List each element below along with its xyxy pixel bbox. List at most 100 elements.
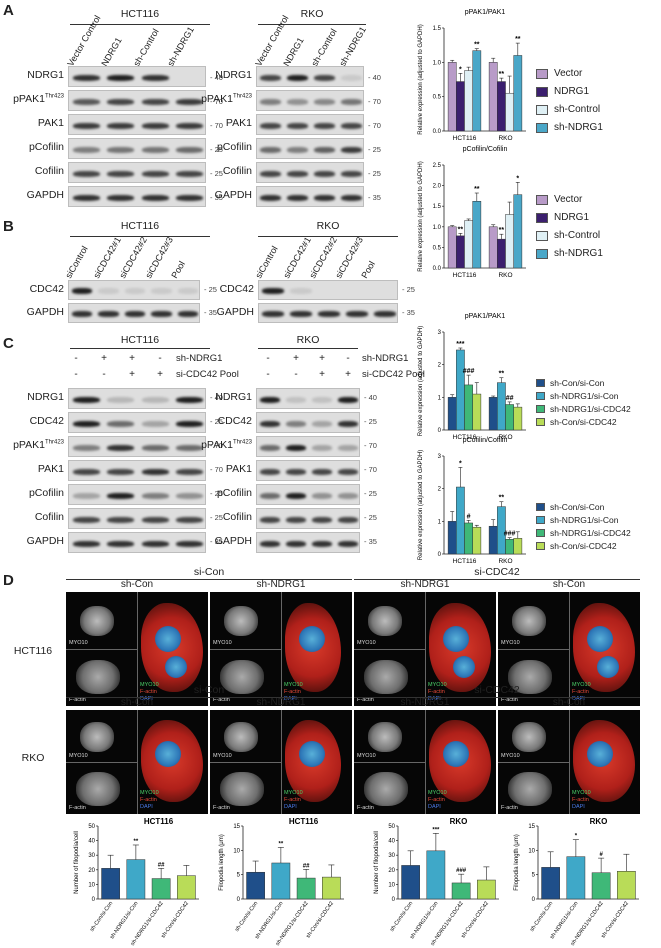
lane-label-rko: siControl bbox=[253, 244, 280, 280]
divider bbox=[354, 579, 640, 580]
cell-line-hct116-b: HCT116 bbox=[120, 220, 160, 232]
bar bbox=[488, 397, 498, 431]
row-b-rko-band bbox=[346, 311, 368, 317]
nucleus bbox=[155, 741, 181, 768]
divider bbox=[66, 579, 352, 580]
treatment-label-rko: sh-NDRG1 bbox=[362, 353, 409, 364]
row-a-hct116-band bbox=[141, 98, 169, 105]
y-axis-label: Filopodia length (μm) bbox=[514, 834, 520, 890]
significance-mark: ## bbox=[506, 395, 514, 402]
row-b-hct116-band bbox=[98, 311, 119, 317]
y-tick-label: 0.0 bbox=[433, 266, 442, 272]
bar bbox=[464, 384, 473, 431]
row-a-rko-band bbox=[286, 146, 309, 153]
bar bbox=[456, 349, 465, 431]
row-b-hct116-band bbox=[124, 311, 146, 317]
blot-label-rko: pCofilin bbox=[216, 141, 252, 153]
image-divider bbox=[498, 649, 569, 650]
row-c-rko-band bbox=[259, 516, 281, 523]
treatment-sign-hct116: - bbox=[74, 369, 78, 380]
lane-label-hct116: Pool bbox=[169, 259, 188, 280]
row-c-hct116-band bbox=[72, 516, 100, 523]
chart-filopodia-length-hct116: HCT116 0 5 10 15 Filopodia length (μm) sh-Con/… bbox=[219, 817, 344, 947]
row-c-rko-band bbox=[311, 516, 333, 523]
lane-label-rko: sh-NDRG1 bbox=[337, 24, 369, 68]
y-tick-label: 2.5 bbox=[433, 163, 442, 169]
x-tick-label: sh-Con/si-Con bbox=[234, 901, 259, 933]
mw-marker: - 25 bbox=[364, 513, 377, 522]
row-c-rko-band bbox=[259, 444, 281, 451]
bar bbox=[477, 879, 496, 900]
row-a-rko-band bbox=[286, 170, 309, 177]
row-a-rko-band bbox=[340, 146, 363, 153]
treatment-sign-rko: + bbox=[319, 353, 325, 364]
row-c-hct116-band bbox=[107, 540, 135, 547]
x-tick-label: sh-NDRG1/si-Con bbox=[549, 901, 579, 941]
blot-label-rko: PAK1 bbox=[225, 463, 252, 475]
myo10-cell bbox=[224, 605, 258, 636]
factin-label: F-actin bbox=[213, 697, 230, 703]
y-tick-label: 0 bbox=[92, 897, 96, 903]
y-axis-label: Relative expression (adjusted to GAPDH) bbox=[418, 326, 424, 436]
legend-swatch bbox=[536, 248, 548, 259]
mw-marker: - 35 bbox=[364, 537, 377, 546]
row-c-rko-band bbox=[337, 516, 359, 523]
blot-label-hct116: Cofilin bbox=[34, 165, 64, 177]
row-c-hct116-blot bbox=[68, 412, 206, 433]
micrograph: MYO10 F-actin MYO10 F-actin DAPI bbox=[498, 710, 640, 814]
y-tick-label: 0 bbox=[392, 897, 396, 903]
blot-label-hct116: GAPDH bbox=[26, 535, 64, 547]
micrograph: MYO10 F-actin MYO10 F-actin DAPI bbox=[498, 592, 640, 706]
blot-label-rko: PAK1 bbox=[225, 117, 252, 129]
mw-marker: - 70 bbox=[368, 121, 381, 130]
row-c-rko-band bbox=[259, 420, 281, 427]
panel-letter-b: B bbox=[3, 218, 14, 235]
lane-label-hct116: NDRG1 bbox=[99, 35, 124, 68]
row-a-hct116-band bbox=[176, 194, 204, 201]
y-tick-label: 10 bbox=[233, 848, 240, 854]
micrograph: MYO10 F-actin MYO10 F-actin DAPI bbox=[354, 592, 496, 706]
blot-label-rko: pPAK1Thr423 bbox=[201, 93, 252, 105]
nucleus bbox=[587, 626, 613, 653]
mw-marker: - 25 bbox=[364, 489, 377, 498]
row-a-rko-band bbox=[286, 74, 309, 81]
divider bbox=[70, 236, 210, 237]
panel-letter-a: A bbox=[3, 2, 14, 19]
y-tick-label: 1.0 bbox=[433, 225, 442, 231]
merge-myo10-label: MYO10 bbox=[284, 790, 303, 796]
legend-swatch bbox=[536, 503, 545, 511]
treatment-sign-rko: + bbox=[293, 353, 299, 364]
row-c-rko-band bbox=[337, 468, 359, 475]
row-c-hct116-blot bbox=[68, 460, 206, 481]
treatment-sign-rko: - bbox=[294, 369, 298, 380]
x-tick-label: sh-Con/si-CDC42 bbox=[160, 901, 190, 940]
blot-label-hct116: CDC42 bbox=[29, 283, 64, 295]
row-c-rko-band bbox=[311, 468, 333, 475]
divider bbox=[258, 236, 398, 237]
factin-label: F-actin bbox=[501, 805, 518, 811]
divider bbox=[354, 697, 640, 698]
legend-item: sh-Con/si-Con bbox=[536, 378, 604, 388]
x-tick-label: sh-Con/si-Con bbox=[529, 901, 554, 933]
merge-factin-label: F-actin bbox=[284, 797, 301, 803]
row-c-rko-band bbox=[259, 396, 281, 403]
significance-mark: ** bbox=[474, 186, 480, 193]
legend-label: sh-Con/si-Con bbox=[550, 378, 605, 388]
row-c-hct116-band bbox=[72, 540, 100, 547]
legend-label: sh-NDRG1 bbox=[554, 122, 603, 133]
group-header-si-con: si-Con bbox=[193, 566, 225, 578]
row-c-rko-band bbox=[311, 492, 333, 499]
significance-mark: ### bbox=[456, 868, 467, 874]
y-tick-label: 10 bbox=[88, 882, 95, 888]
treatment-sign-hct116: + bbox=[129, 353, 135, 364]
row-a-rko-band bbox=[340, 98, 363, 105]
significance-mark: ** bbox=[279, 841, 284, 847]
row-a-rko-band bbox=[259, 146, 282, 153]
legend-label: sh-Con/si-CDC42 bbox=[550, 541, 617, 551]
legend-label: sh-Con/si-Con bbox=[550, 502, 605, 512]
row-b-hct116-band bbox=[177, 288, 199, 294]
bar bbox=[401, 865, 420, 900]
legend-swatch bbox=[536, 230, 548, 241]
row-c-rko-band bbox=[337, 396, 359, 403]
row-a-hct116-band bbox=[107, 74, 135, 81]
